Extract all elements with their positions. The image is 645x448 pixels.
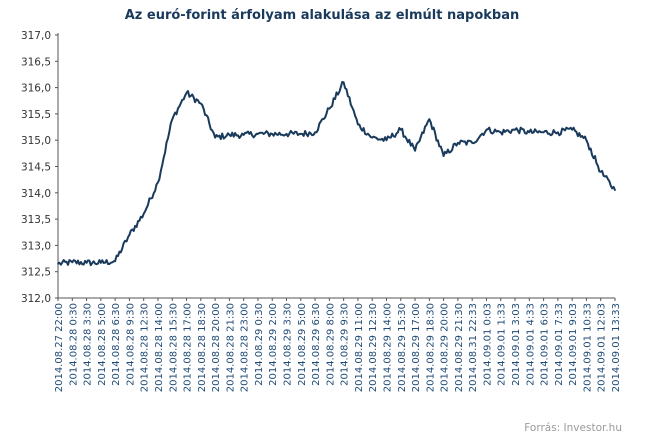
x-tick-label: 2014.08.29 9:30	[340, 303, 351, 386]
x-tick-label: 2014.08.29 12:30	[368, 303, 379, 392]
y-tick-label: 316,5	[21, 56, 51, 68]
x-tick-label: 2014.08.28 12:30	[140, 303, 151, 392]
data-point	[157, 181, 159, 184]
data-point	[614, 189, 616, 191]
x-tick-label: 2014.08.29 15:30	[397, 303, 408, 392]
x-tick-label: 2014.09.01 0:03	[482, 303, 493, 386]
y-tick-label: 312,0	[21, 293, 51, 305]
x-tick-label: 2014.08.29 18:30	[425, 303, 436, 392]
x-tick-label: 2014.08.28 3:30	[83, 303, 94, 386]
y-tick-label: 315,5	[21, 109, 51, 121]
source-label: Forrás: Investor.hu	[524, 422, 622, 434]
x-tick-label: 2014.08.29 8:00	[325, 303, 336, 386]
data-point	[599, 170, 602, 173]
x-tick-label: 2014.08.28 17:00	[183, 303, 194, 392]
data-point	[414, 149, 416, 152]
data-point	[471, 142, 473, 144]
data-point	[442, 155, 445, 157]
data-point	[585, 139, 588, 141]
data-point	[57, 263, 59, 265]
x-tick-label: 2014.08.28 9:30	[125, 303, 136, 386]
x-tick-label: 2014.09.01 3:03	[511, 303, 522, 386]
x-tick-label: 2014.08.28 23:00	[240, 303, 251, 392]
x-tick-label: 2014.09.01 7:33	[554, 303, 565, 386]
data-point	[342, 81, 345, 84]
data-point	[214, 136, 216, 139]
x-tick-label: 2014.08.29 0:30	[254, 303, 265, 386]
x-tick-label: 2014.08.28 6:30	[111, 303, 122, 386]
data-point	[185, 92, 188, 94]
x-tick-label: 2014.09.01 1:33	[497, 303, 508, 386]
x-tick-label: 2014.08.28 5:00	[97, 303, 108, 386]
data-point	[328, 107, 331, 110]
data-point	[499, 131, 502, 134]
y-tick-label: 313,0	[21, 240, 51, 252]
data-point	[528, 131, 531, 134]
x-axis-ticks: 2014.08.27 22:00 2014.08.28 0:30 2014.08.2…	[54, 298, 622, 392]
x-tick-label: 2014.09.01 4:33	[525, 303, 536, 386]
x-tick-label: 2014.09.01 13:33	[611, 303, 622, 392]
x-tick-label: 2014.09.01 9:03	[568, 303, 579, 386]
data-point	[385, 139, 388, 141]
x-tick-label: 2014.08.29 21:30	[454, 303, 465, 392]
data-point	[128, 234, 131, 236]
x-tick-label: 2014.08.29 5:00	[297, 303, 308, 386]
x-tick-label: 2014.08.29 14:00	[382, 303, 393, 392]
data-point	[114, 260, 116, 262]
data-point	[228, 134, 231, 136]
data-point	[71, 261, 74, 264]
data-point	[257, 133, 259, 135]
x-tick-label: 2014.08.29 3:30	[283, 303, 294, 386]
x-tick-label: 2014.09.01 6:03	[540, 303, 551, 386]
data-point	[100, 261, 102, 264]
data-point	[200, 102, 202, 105]
x-tick-label: 2014.09.01 12:03	[597, 303, 608, 392]
data-point	[357, 123, 359, 126]
data-point	[514, 128, 516, 131]
y-tick-label: 314,5	[21, 162, 51, 174]
x-tick-label: 2014.08.27 22:00	[54, 303, 65, 392]
chart-title: Az euró-forint árfolyam alakulása az elm…	[125, 8, 520, 23]
x-tick-label: 2014.08.29 20:00	[440, 303, 451, 392]
data-point	[142, 213, 145, 215]
data-point	[271, 133, 274, 135]
data-point	[371, 136, 374, 139]
data-point	[542, 131, 545, 134]
series-layer	[57, 81, 616, 267]
x-tick-label: 2014.08.29 11:00	[354, 303, 365, 392]
y-tick-label: 315,0	[21, 135, 51, 147]
data-point	[457, 142, 459, 144]
x-tick-label: 2014.08.31 22:33	[468, 303, 479, 392]
x-tick-label: 2014.09.01 10:33	[582, 303, 593, 392]
data-point	[171, 118, 174, 120]
y-tick-label: 314,0	[21, 188, 51, 200]
data-point	[242, 134, 245, 136]
data-point	[299, 133, 302, 135]
y-tick-label: 313,5	[21, 214, 51, 226]
x-tick-label: 2014.08.28 18:30	[197, 303, 208, 392]
data-point	[571, 128, 573, 131]
data-point	[399, 128, 402, 131]
data-point	[85, 261, 88, 264]
y-tick-label: 316,0	[21, 83, 51, 95]
y-tick-label: 312,5	[21, 267, 51, 279]
x-tick-label: 2014.08.28 21:30	[225, 303, 236, 392]
x-tick-label: 2014.08.28 0:30	[68, 303, 79, 386]
y-tick-label: 317,0	[21, 30, 51, 42]
data-point	[314, 131, 316, 134]
x-tick-label: 2014.08.29 17:00	[411, 303, 422, 392]
data-point	[485, 128, 488, 131]
data-point	[285, 133, 288, 135]
x-tick-label: 2014.08.29 6:30	[311, 303, 322, 386]
y-axis-ticks: 312,0 312,5 313,0 313,5 314,0 314,5 315,0 315,5…	[21, 30, 58, 305]
x-tick-label: 2014.08.28 14:00	[154, 303, 165, 392]
x-tick-label: 2014.08.29 2:00	[268, 303, 279, 386]
x-tick-label: 2014.08.28 15:30	[168, 303, 179, 392]
series-line	[57, 81, 616, 267]
data-point	[428, 118, 431, 120]
data-point	[557, 131, 559, 134]
x-tick-label: 2014.08.28 20:00	[211, 303, 222, 392]
